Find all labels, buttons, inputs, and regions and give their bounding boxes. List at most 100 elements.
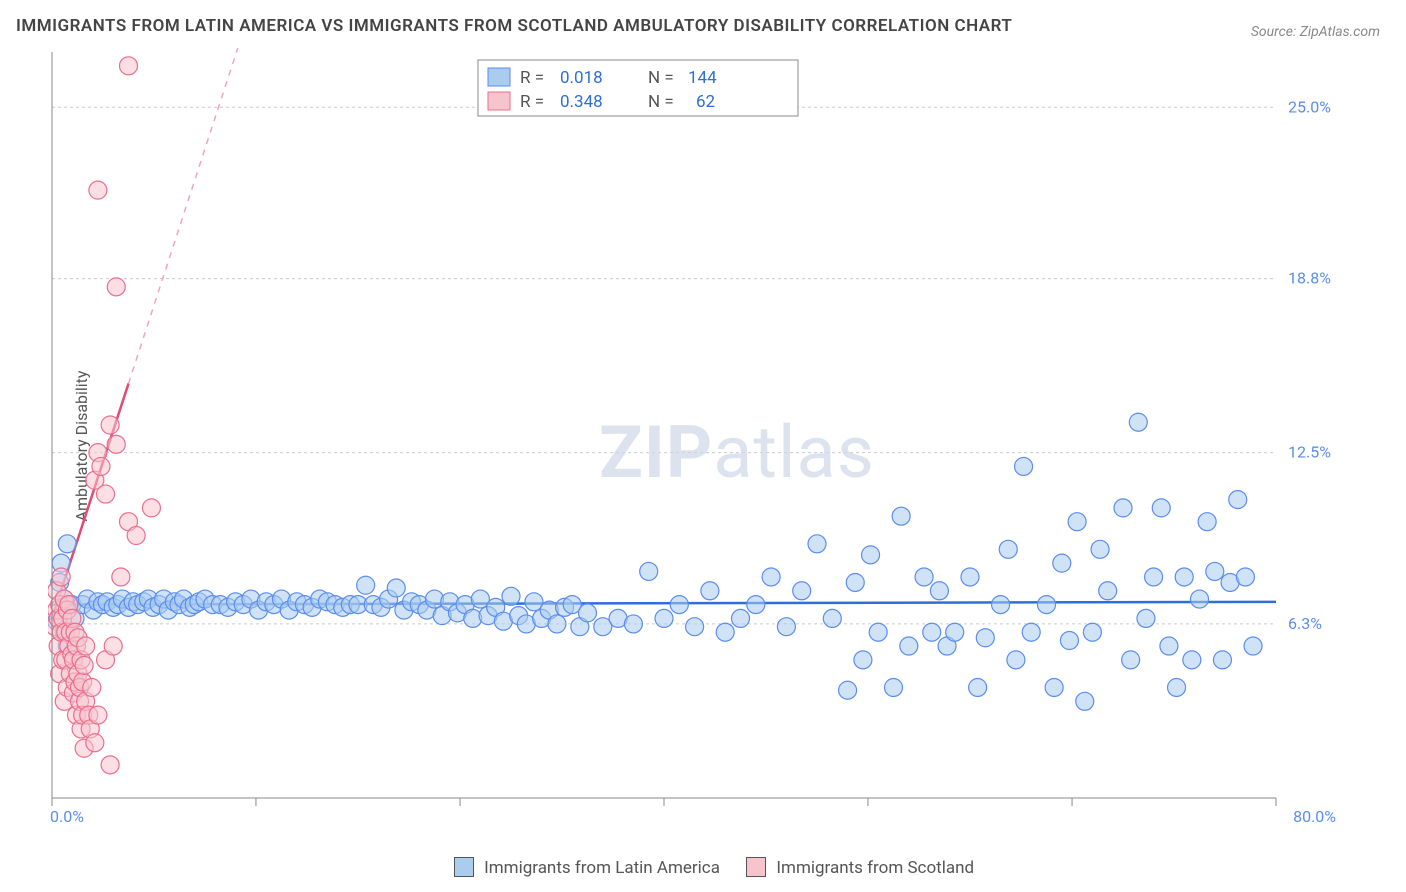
data-point xyxy=(1145,568,1163,586)
data-point xyxy=(915,568,933,586)
data-point xyxy=(823,609,841,627)
data-point xyxy=(892,507,910,525)
corr-r-label: R = xyxy=(520,92,544,112)
data-point xyxy=(52,568,70,586)
corr-swatch-latin-america xyxy=(488,68,510,86)
data-point xyxy=(86,734,104,752)
data-point xyxy=(502,587,520,605)
y-tick-label: 6.3% xyxy=(1288,614,1322,633)
data-point xyxy=(58,535,76,553)
data-point xyxy=(97,485,115,503)
chart-title: IMMIGRANTS FROM LATIN AMERICA VS IMMIGRA… xyxy=(16,16,1012,36)
data-point xyxy=(1244,637,1262,655)
legend-label-scotland: Immigrants from Scotland xyxy=(776,858,974,878)
data-point xyxy=(92,457,110,475)
data-point xyxy=(104,637,122,655)
data-point xyxy=(1122,651,1140,669)
data-point xyxy=(120,57,138,75)
data-point xyxy=(1114,499,1132,517)
data-point xyxy=(1053,554,1071,572)
corr-r-scotland: 0.348 xyxy=(560,92,603,112)
data-point xyxy=(992,596,1010,614)
data-point xyxy=(846,573,864,591)
y-tick-label: 18.8% xyxy=(1288,269,1331,288)
data-point xyxy=(1045,678,1063,696)
corr-n-latin-america: 144 xyxy=(688,68,717,88)
data-point xyxy=(77,637,95,655)
data-point xyxy=(548,615,566,633)
data-point xyxy=(142,499,160,517)
data-point xyxy=(1160,637,1178,655)
legend-label-latin-america: Immigrants from Latin America xyxy=(484,858,720,878)
data-point xyxy=(101,756,119,774)
corr-n-label: N = xyxy=(648,68,674,88)
data-point xyxy=(89,181,107,199)
data-point xyxy=(686,618,704,636)
data-point xyxy=(701,582,719,600)
data-point xyxy=(579,604,597,622)
data-point xyxy=(946,623,964,641)
data-point xyxy=(670,596,688,614)
data-point xyxy=(75,656,93,674)
data-point xyxy=(885,678,903,696)
data-point xyxy=(1038,596,1056,614)
data-point xyxy=(1060,632,1078,650)
data-point xyxy=(1183,651,1201,669)
data-point xyxy=(1015,457,1033,475)
data-point xyxy=(1007,651,1025,669)
y-tick-label: 25.0% xyxy=(1288,97,1331,116)
data-point xyxy=(999,540,1017,558)
data-point xyxy=(854,651,872,669)
data-point xyxy=(930,582,948,600)
data-point xyxy=(112,568,130,586)
data-point xyxy=(1229,491,1247,509)
trend-line-scotland-extrapolated xyxy=(129,48,359,384)
data-point xyxy=(869,623,887,641)
data-point xyxy=(387,579,405,597)
data-point xyxy=(1152,499,1170,517)
data-point xyxy=(961,568,979,586)
scatter-plot: 6.3%12.5%18.8%25.0%ZIPatlas0.0%80.0%R =0… xyxy=(48,48,1348,828)
x-tick-label: 80.0% xyxy=(1293,807,1336,826)
data-point xyxy=(1168,678,1186,696)
x-tick-label: 0.0% xyxy=(50,807,84,826)
data-point xyxy=(89,706,107,724)
legend-swatch-scotland xyxy=(746,857,766,877)
data-point xyxy=(716,623,734,641)
legend-swatch-latin-america xyxy=(454,857,474,877)
data-point xyxy=(1129,413,1147,431)
data-point xyxy=(1099,582,1117,600)
corr-n-label: N = xyxy=(648,92,674,112)
data-point xyxy=(1198,513,1216,531)
data-point xyxy=(1022,623,1040,641)
data-point xyxy=(1206,562,1224,580)
data-point xyxy=(357,576,375,594)
data-point xyxy=(839,681,857,699)
data-point xyxy=(976,629,994,647)
data-point xyxy=(1076,692,1094,710)
bottom-legend: Immigrants from Latin America Immigrants… xyxy=(0,857,1406,878)
data-point xyxy=(624,615,642,633)
data-point xyxy=(1191,590,1209,608)
data-point xyxy=(1091,540,1109,558)
data-point xyxy=(1236,568,1254,586)
data-point xyxy=(732,609,750,627)
corr-swatch-scotland xyxy=(488,92,510,110)
data-point xyxy=(1068,513,1086,531)
data-point xyxy=(862,546,880,564)
data-point xyxy=(747,596,765,614)
data-point xyxy=(83,678,101,696)
corr-r-label: R = xyxy=(520,68,544,88)
data-point xyxy=(808,535,826,553)
data-point xyxy=(1175,568,1193,586)
data-point xyxy=(762,568,780,586)
data-point xyxy=(777,618,795,636)
data-point xyxy=(969,678,987,696)
data-point xyxy=(923,623,941,641)
data-point xyxy=(107,435,125,453)
data-point xyxy=(655,609,673,627)
data-point xyxy=(900,637,918,655)
watermark: ZIPatlas xyxy=(599,410,875,495)
data-point xyxy=(640,562,658,580)
data-point xyxy=(1213,651,1231,669)
